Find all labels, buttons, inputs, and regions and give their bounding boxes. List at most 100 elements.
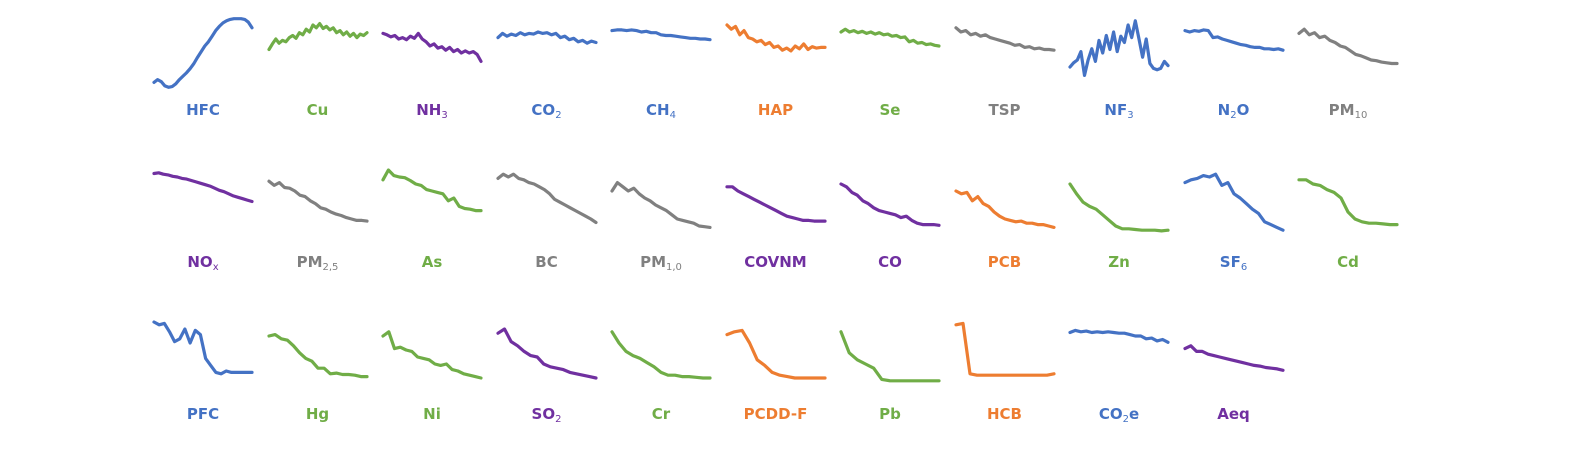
sparkline-chart	[724, 23, 827, 53]
series-label: CO	[833, 253, 947, 271]
series-line	[266, 333, 369, 379]
series-line	[495, 327, 598, 380]
series-label-text: HFC	[186, 101, 220, 119]
series-label: CO2e	[1062, 405, 1176, 425]
sparkline-chart	[381, 330, 483, 380]
series-label-text: CO	[531, 101, 556, 119]
series-line	[610, 28, 712, 42]
series-label-text: Cu	[306, 101, 329, 119]
series-label-text: COVNM	[744, 253, 807, 271]
series-label-text: Cr	[651, 405, 671, 423]
series-label-subscript: 6	[1240, 262, 1248, 273]
series-label: N2O	[1177, 101, 1291, 121]
sparkline-chart	[495, 327, 598, 380]
sparkline-cu: Cu	[261, 16, 375, 136]
sparkline-co2: CO2	[490, 16, 604, 136]
sparkline-pb: Pb	[833, 320, 947, 440]
series-line	[1068, 182, 1170, 233]
series-label-text: Hg	[305, 405, 330, 423]
sparkline-chart	[839, 330, 941, 383]
sparkline-chart	[953, 321, 1056, 377]
sparkline-as: As	[375, 168, 489, 288]
series-label: SO2	[490, 405, 604, 425]
series-label: COVNM	[719, 253, 833, 271]
series-label-text: Cd	[1337, 253, 1359, 271]
series-label-subscript: 2,5	[322, 262, 339, 273]
sparkline-tsp: TSP	[948, 16, 1062, 136]
series-line	[724, 185, 827, 223]
series-label-text: PCB	[987, 253, 1022, 271]
series-label: Pb	[833, 405, 947, 423]
series-label: PM2,5	[261, 253, 375, 273]
sparkline-chart	[1068, 182, 1170, 233]
series-line	[1068, 328, 1170, 344]
sparkline-co: CO	[833, 168, 947, 288]
series-label: Cr	[604, 405, 718, 423]
sparkline-chart	[495, 172, 598, 225]
series-label-text: HAP	[757, 101, 794, 119]
series-line	[724, 328, 827, 380]
series-label: TSP	[948, 101, 1062, 119]
series-label-subscript: 3	[441, 110, 448, 121]
series-label-text: HCB	[987, 405, 1022, 423]
sparkline-chart	[495, 30, 598, 45]
sparkline-chart	[1182, 344, 1285, 372]
sparkline-co2e: CO2e	[1062, 320, 1176, 440]
sparkline-chart	[610, 28, 712, 42]
series-label: HFC	[146, 101, 260, 119]
series-line	[381, 31, 483, 63]
series-label: Hg	[261, 405, 375, 423]
series-line	[152, 320, 254, 376]
series-label: Aeq	[1177, 405, 1291, 423]
series-label: HCB	[948, 405, 1062, 423]
series-line	[953, 189, 1056, 229]
series-label-text: SO	[531, 405, 556, 423]
series-label: Ni	[375, 405, 489, 423]
sparkline-pm1-0: PM1,0	[604, 168, 718, 288]
series-label-subscript: 1,0	[666, 262, 682, 273]
series-line	[1182, 344, 1285, 372]
series-line	[495, 30, 598, 45]
sparkline-chart	[1182, 28, 1285, 52]
sparkline-chart	[953, 26, 1056, 52]
series-label: Cu	[261, 101, 375, 119]
series-label-text: NH	[416, 101, 442, 119]
sparkline-nox: NOx	[146, 168, 260, 288]
series-line	[953, 26, 1056, 52]
sparkline-chart	[1068, 328, 1170, 344]
series-label-text: NF	[1104, 101, 1128, 119]
sparkline-so2: SO2	[490, 320, 604, 440]
sparkline-chart	[266, 179, 369, 223]
sparkline-pm10: PM10	[1291, 16, 1405, 136]
sparkline-chart	[1068, 19, 1170, 77]
sparkline-chart	[152, 17, 254, 89]
series-label-text: PM	[640, 253, 666, 271]
series-line	[152, 171, 254, 204]
series-line	[839, 182, 941, 227]
series-label-text: Pb	[879, 405, 901, 423]
series-label-suffix: e	[1128, 405, 1140, 423]
series-line	[381, 168, 483, 213]
series-label-subscript: 2	[1122, 414, 1129, 425]
sparkline-chart	[266, 22, 369, 52]
sparkline-chart	[1297, 178, 1399, 227]
series-label: PCDD-F	[719, 405, 833, 423]
series-label: CH4	[604, 101, 718, 121]
series-line	[1297, 27, 1399, 66]
series-label-text: PCDD-F	[743, 405, 808, 423]
sparkline-chart	[1182, 172, 1285, 232]
series-line	[724, 23, 827, 53]
sparkline-chart	[381, 168, 483, 213]
sparkline-chart	[839, 27, 941, 48]
series-label-text: As	[421, 253, 443, 271]
series-label-subscript: 2	[555, 110, 562, 121]
series-label: BC	[490, 253, 604, 271]
sparkline-chart	[152, 171, 254, 204]
sparkline-pcdd-f: PCDD-F	[719, 320, 833, 440]
series-line	[152, 17, 254, 89]
series-label: PM1,0	[604, 253, 718, 273]
series-line	[1182, 172, 1285, 232]
sparkline-hfc: HFC	[146, 16, 260, 136]
series-label-subscript: 2	[555, 414, 562, 425]
series-label: As	[375, 253, 489, 271]
